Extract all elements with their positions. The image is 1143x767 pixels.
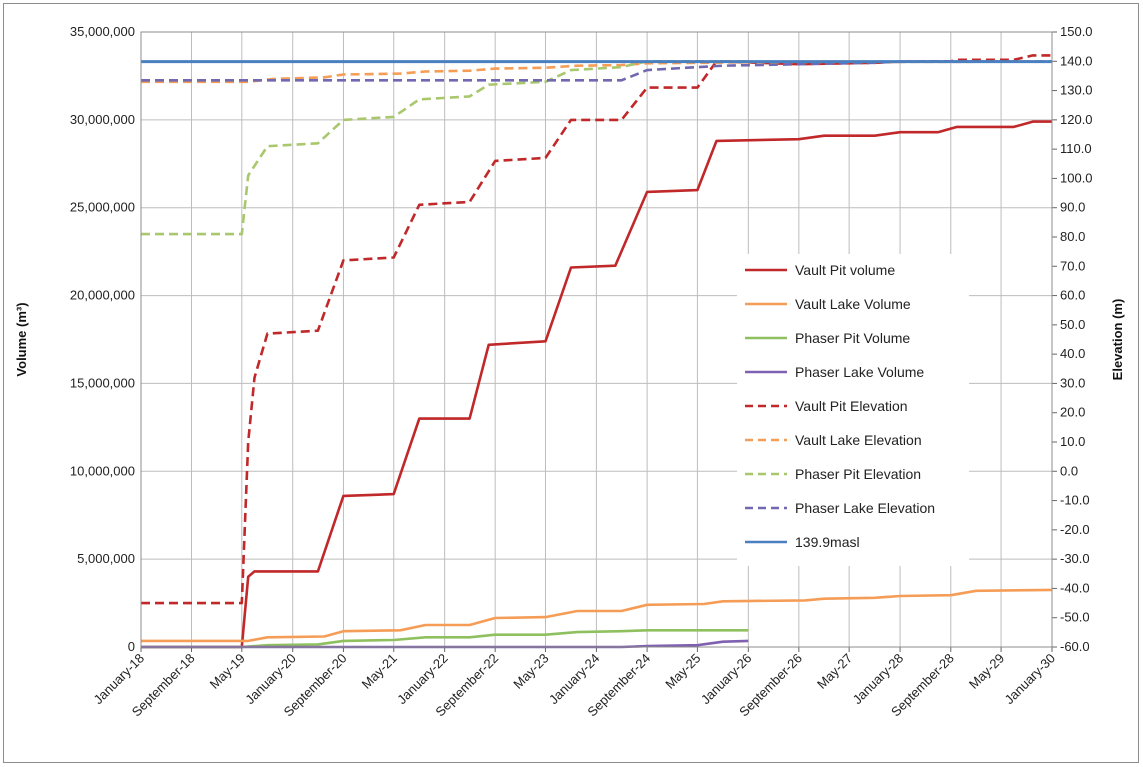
x-tick-label: May-21 xyxy=(359,651,400,692)
y-tick-label: 35,000,000 xyxy=(70,24,135,39)
line-chart: 0 5,000,000 10,000,000 15,000,000 20,000,000… xyxy=(14,24,1125,719)
series-line xyxy=(141,59,749,236)
series-line xyxy=(141,120,1052,649)
y2-tick-label: 60.0 xyxy=(1060,288,1085,303)
legend: Vault Pit volume Vault Lake Volume Phaser … xyxy=(737,254,969,566)
y-tick-label: 0 xyxy=(128,639,135,654)
y2-tick-label: 110.0 xyxy=(1060,141,1092,156)
y-tick-label: 30,000,000 xyxy=(70,112,135,127)
y2-tick-label: -30.0 xyxy=(1060,551,1090,566)
legend-label: Vault Lake Volume xyxy=(795,296,911,312)
legend-label: Phaser Lake Volume xyxy=(795,364,924,380)
y-tick-label: 5,000,000 xyxy=(77,551,135,566)
y2-tick-label: 130.0 xyxy=(1060,83,1093,98)
legend-label: Vault Pit Elevation xyxy=(795,398,908,414)
series-line xyxy=(141,628,749,649)
y2-tick-label: 80.0 xyxy=(1060,229,1085,244)
y2-tick-label: 40.0 xyxy=(1060,346,1085,361)
y2-tick-label: 100.0 xyxy=(1060,170,1093,185)
chart-frame: 0 5,000,000 10,000,000 15,000,000 20,000,000… xyxy=(3,3,1139,763)
x-tick-label: May-19 xyxy=(207,651,248,692)
series-line xyxy=(141,588,1053,643)
legend-label: Vault Lake Elevation xyxy=(795,432,922,448)
y2-axis-title: Elevation (m) xyxy=(1110,299,1125,381)
x-tick-label: January-30 xyxy=(1002,651,1059,708)
legend-background xyxy=(737,254,969,566)
y2-tick-label: 70.0 xyxy=(1060,258,1085,273)
legend-label: Vault Pit volume xyxy=(795,262,895,278)
x-tick-label: May-27 xyxy=(814,651,855,692)
y2-tick-label: 20.0 xyxy=(1060,405,1085,420)
y2-tick-label: -10.0 xyxy=(1060,493,1090,508)
legend-label: 139.9masl xyxy=(795,534,860,550)
x-tick-label: May-25 xyxy=(662,651,703,692)
y2-tick-label: 90.0 xyxy=(1060,200,1085,215)
x-tick-label: May-29 xyxy=(966,651,1007,692)
y2-tick-label: -40.0 xyxy=(1060,580,1090,595)
y2-tick-label: 0.0 xyxy=(1060,463,1078,478)
y2-tick-label: 120.0 xyxy=(1060,112,1093,127)
x-tick-label: May-23 xyxy=(510,651,551,692)
y2-tick-label: -50.0 xyxy=(1060,610,1090,625)
y2-tick-label: 140.0 xyxy=(1060,53,1093,68)
y-axis-title: Volume (m³) xyxy=(14,302,29,376)
legend-label: Phaser Pit Elevation xyxy=(795,466,921,482)
y-tick-label: 10,000,000 xyxy=(70,463,135,478)
y-tick-label: 20,000,000 xyxy=(70,288,135,303)
y-tick-label: 25,000,000 xyxy=(70,200,135,215)
y2-tick-label: 50.0 xyxy=(1060,317,1085,332)
plot-area-border xyxy=(140,31,1053,648)
y2-tick-label: 10.0 xyxy=(1060,434,1085,449)
y-tick-label: 15,000,000 xyxy=(70,375,135,390)
legend-label: Phaser Pit Volume xyxy=(795,330,910,346)
y2-tick-label: 30.0 xyxy=(1060,375,1085,390)
y2-tick-label: -60.0 xyxy=(1060,639,1090,654)
legend-label: Phaser Lake Elevation xyxy=(795,500,935,516)
y2-tick-label: -20.0 xyxy=(1060,522,1090,537)
y2-tick-label: 150.0 xyxy=(1060,24,1093,39)
